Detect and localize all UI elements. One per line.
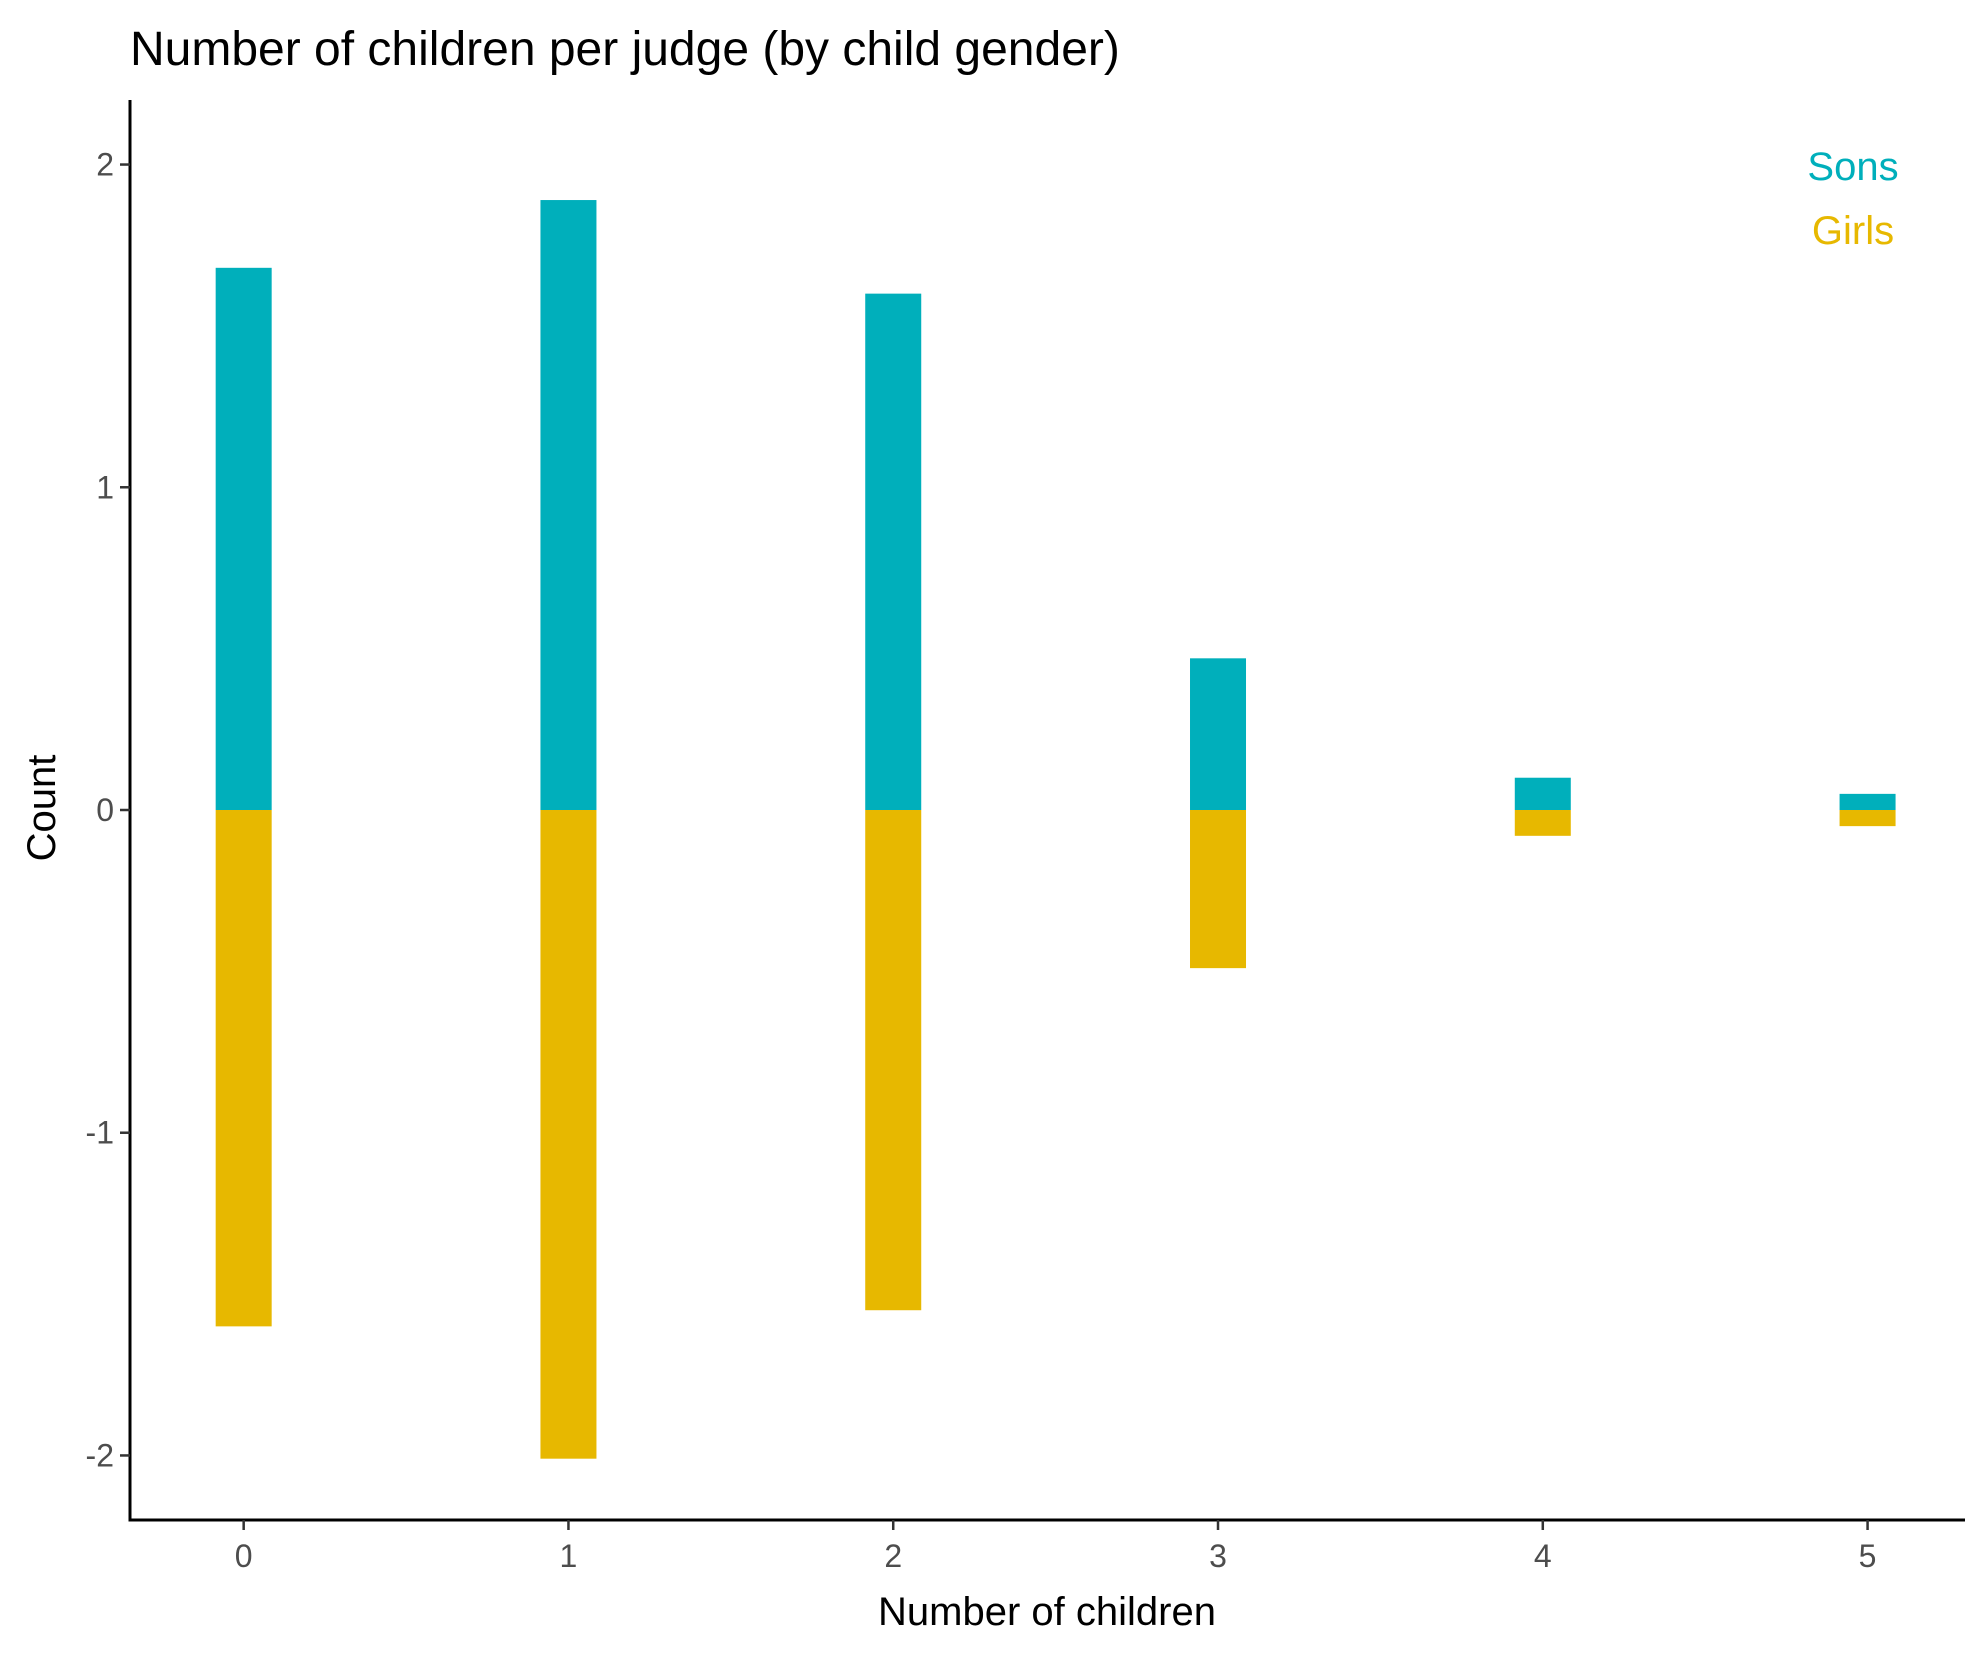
x-tick-label: 2 [884,1538,902,1574]
bar-girls-0 [215,810,272,1327]
bars-layer [215,200,1896,1459]
bar-sons-2 [865,293,922,810]
bar-girls-2 [865,810,922,1311]
bar-sons-3 [1190,658,1247,810]
ticks-layer: 2 1 0 -1 -2 0 1 2 3 4 5 [86,147,1877,1574]
y-tick-label: -1 [86,1115,114,1151]
bar-girls-5 [1839,810,1896,827]
bar-girls-4 [1514,810,1571,836]
bar-sons-5 [1839,793,1896,810]
y-tick-label: 1 [96,469,114,505]
x-tick-label: 5 [1859,1538,1877,1574]
legend-item-girls: Girls [1812,209,1894,253]
x-tick-label: 0 [235,1538,253,1574]
legend-item-sons: Sons [1807,145,1898,189]
bar-girls-3 [1190,810,1247,969]
bar-sons-1 [540,200,597,810]
y-tick-label: 0 [96,792,114,828]
y-tick-label: 2 [96,147,114,183]
bar-girls-1 [540,810,597,1459]
bar-sons-4 [1514,777,1571,810]
axes-layer [128,100,1965,1522]
x-tick-label: 4 [1534,1538,1552,1574]
legend: Sons Girls [1807,145,1898,253]
bar-sons-0 [215,267,272,810]
x-axis-title: Number of children [878,1590,1216,1634]
y-tick-label: -2 [86,1437,114,1473]
x-tick-label: 3 [1209,1538,1227,1574]
y-axis-title: Count [20,755,64,862]
chart-title: Number of children per judge (by child g… [130,23,1120,76]
x-tick-label: 1 [560,1538,578,1574]
